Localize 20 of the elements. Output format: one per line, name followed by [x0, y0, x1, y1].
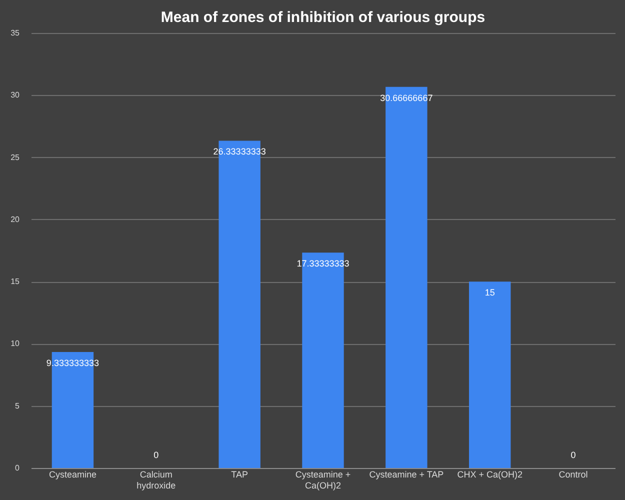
y-tick-label: 30 [10, 90, 20, 100]
x-tick-label: Cysteamine + TAP [369, 470, 444, 480]
x-tick-label: Cysteamine [48, 470, 96, 480]
y-tick-label: 5 [15, 401, 20, 410]
y-tick-label: 35 [10, 28, 20, 38]
data-label: 15 [484, 288, 495, 298]
x-tick-label: TAP [231, 470, 248, 480]
y-tick-label: 20 [10, 214, 20, 224]
x-tick-label: Calcium hydroxide [136, 470, 176, 490]
bar [469, 282, 511, 468]
x-tick-label: Control [558, 470, 588, 480]
y-tick-label: 10 [10, 339, 20, 348]
chart-title: Mean of zones of inhibition of various groups [160, 9, 486, 26]
y-tick-label: 0 [15, 464, 20, 472]
x-tick-label: Cysteamine + Ca(OH)2 [295, 470, 351, 490]
data-label: 0 [570, 450, 576, 460]
y-tick-label: 15 [10, 277, 20, 286]
y-tick-label: 25 [10, 152, 20, 162]
x-tick-label: CHX + Ca(OH)2 [457, 470, 522, 480]
data-label: 0 [154, 450, 159, 460]
